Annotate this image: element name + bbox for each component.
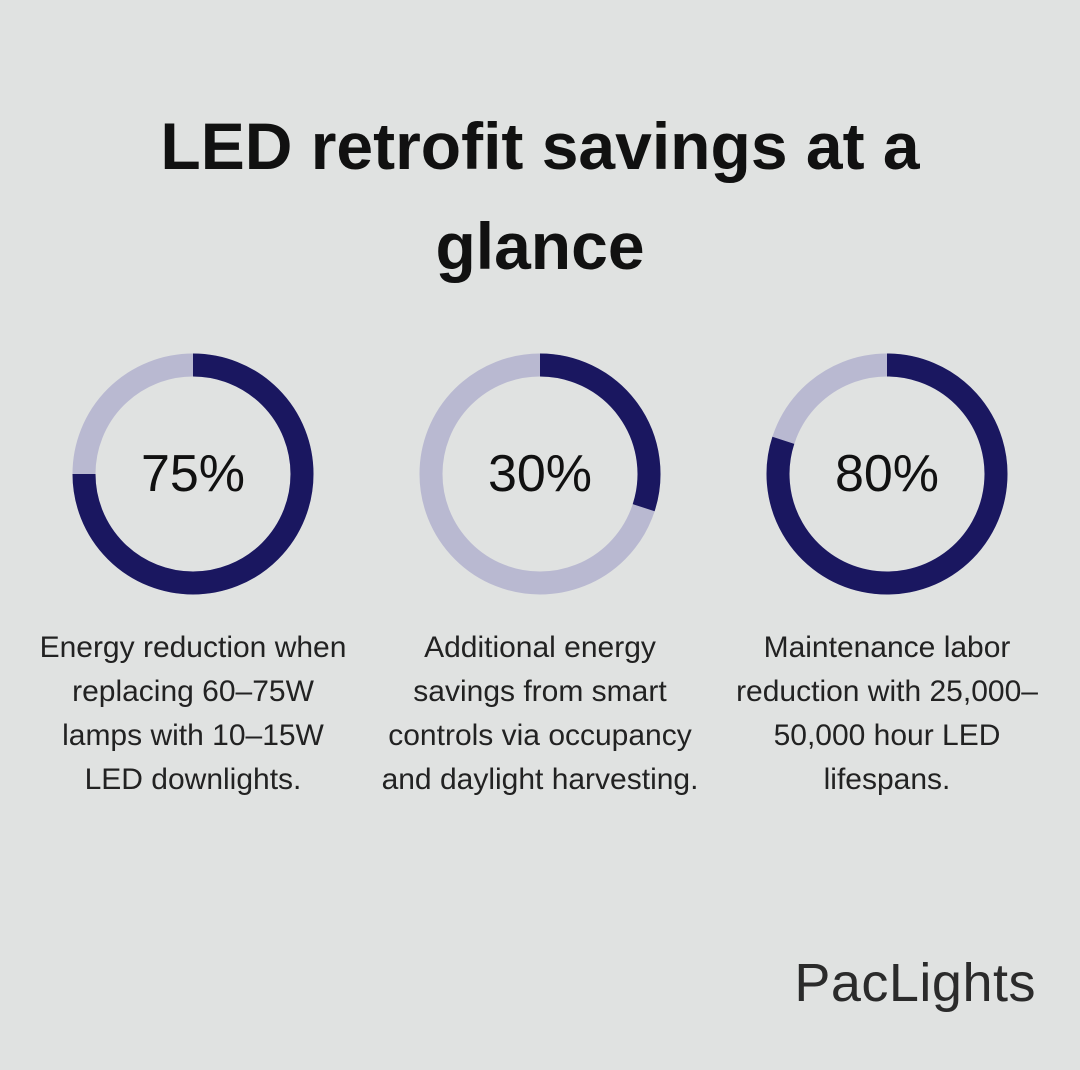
value-label: 30% — [488, 445, 592, 503]
donut-arc — [72, 353, 314, 595]
title: LED retrofit savings at a glance — [160, 109, 920, 283]
caption: Maintenance labor reduction with 25,000–… — [736, 631, 1038, 796]
donut-arc — [539, 353, 661, 512]
caption: Energy reduction when replacing 60–75W l… — [39, 631, 347, 796]
brand-logo: PacLights — [794, 953, 1036, 1013]
donut-arc — [766, 353, 1008, 595]
value-label: 75% — [141, 445, 245, 503]
caption: Additional energy savings from smart con… — [381, 631, 699, 796]
value-label: 80% — [835, 445, 939, 503]
